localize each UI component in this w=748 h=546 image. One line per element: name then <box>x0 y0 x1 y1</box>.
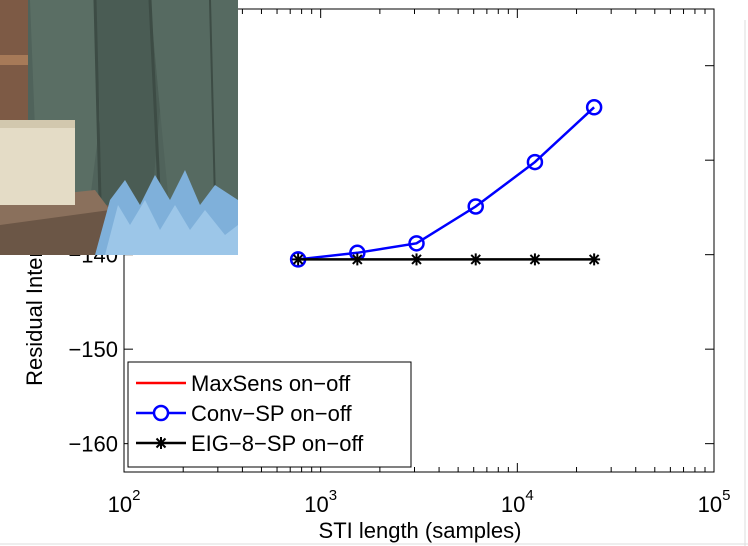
legend-entry: MaxSens on−off <box>136 371 351 396</box>
legend-entry: Conv−SP on−off <box>136 401 353 426</box>
legend: MaxSens on−off Conv−SP on−off EIG−8−SP on−… <box>127 361 412 468</box>
photo-inset <box>0 0 238 255</box>
x-tick-label: 105 <box>698 487 731 517</box>
x-axis-label: STI length (samples) <box>319 518 522 543</box>
x-tick-label-exponent: 2 <box>132 487 140 504</box>
series <box>292 253 601 266</box>
data-point-stroke <box>529 254 541 265</box>
x-tick-label-exponent: 5 <box>722 487 730 504</box>
series-line <box>297 106 595 261</box>
data-point-stroke <box>352 254 363 265</box>
x-tick-label-base: 10 <box>108 492 132 517</box>
data-point <box>292 253 305 266</box>
legend-swatch-marker <box>155 437 167 449</box>
data-point <box>351 253 364 266</box>
series-layer <box>289 99 603 268</box>
x-tick-label-base: 10 <box>304 492 328 517</box>
data-point <box>588 253 601 266</box>
data-point <box>469 253 482 266</box>
x-tick-label: 104 <box>501 487 534 517</box>
legend-label: EIG−8−SP on−off <box>191 431 364 456</box>
x-tick-label-exponent: 4 <box>525 487 533 504</box>
data-point <box>526 153 544 171</box>
y-tick-label: −150 <box>68 337 118 362</box>
x-tick-label-base: 10 <box>698 492 722 517</box>
legend-box <box>127 361 412 468</box>
data-point-stroke <box>411 254 422 265</box>
y-axis-label: Residual Inter <box>22 250 47 386</box>
x-tick-label: 102 <box>108 487 141 517</box>
legend-entry: EIG−8−SP on−off <box>136 431 364 456</box>
y-tick-label: −160 <box>68 432 118 457</box>
data-point <box>408 235 425 252</box>
data-point <box>467 198 484 215</box>
legend-label: MaxSens on−off <box>191 371 351 396</box>
x-tick-label: 103 <box>304 487 337 517</box>
legend-swatch-stroke <box>155 437 167 449</box>
legend-entries: MaxSens on−off Conv−SP on−off EIG−8−SP on−… <box>136 371 364 456</box>
data-point <box>585 99 603 116</box>
data-point-stroke <box>470 254 481 265</box>
x-tick-label-exponent: 3 <box>329 487 337 504</box>
data-point <box>410 253 423 266</box>
data-point-stroke <box>292 254 304 265</box>
legend-swatch-marker <box>152 404 170 422</box>
data-point-stroke <box>588 254 600 265</box>
data-point <box>528 253 541 266</box>
x-tick-label-base: 10 <box>501 492 525 517</box>
legend-label: Conv−SP on−off <box>191 401 353 426</box>
